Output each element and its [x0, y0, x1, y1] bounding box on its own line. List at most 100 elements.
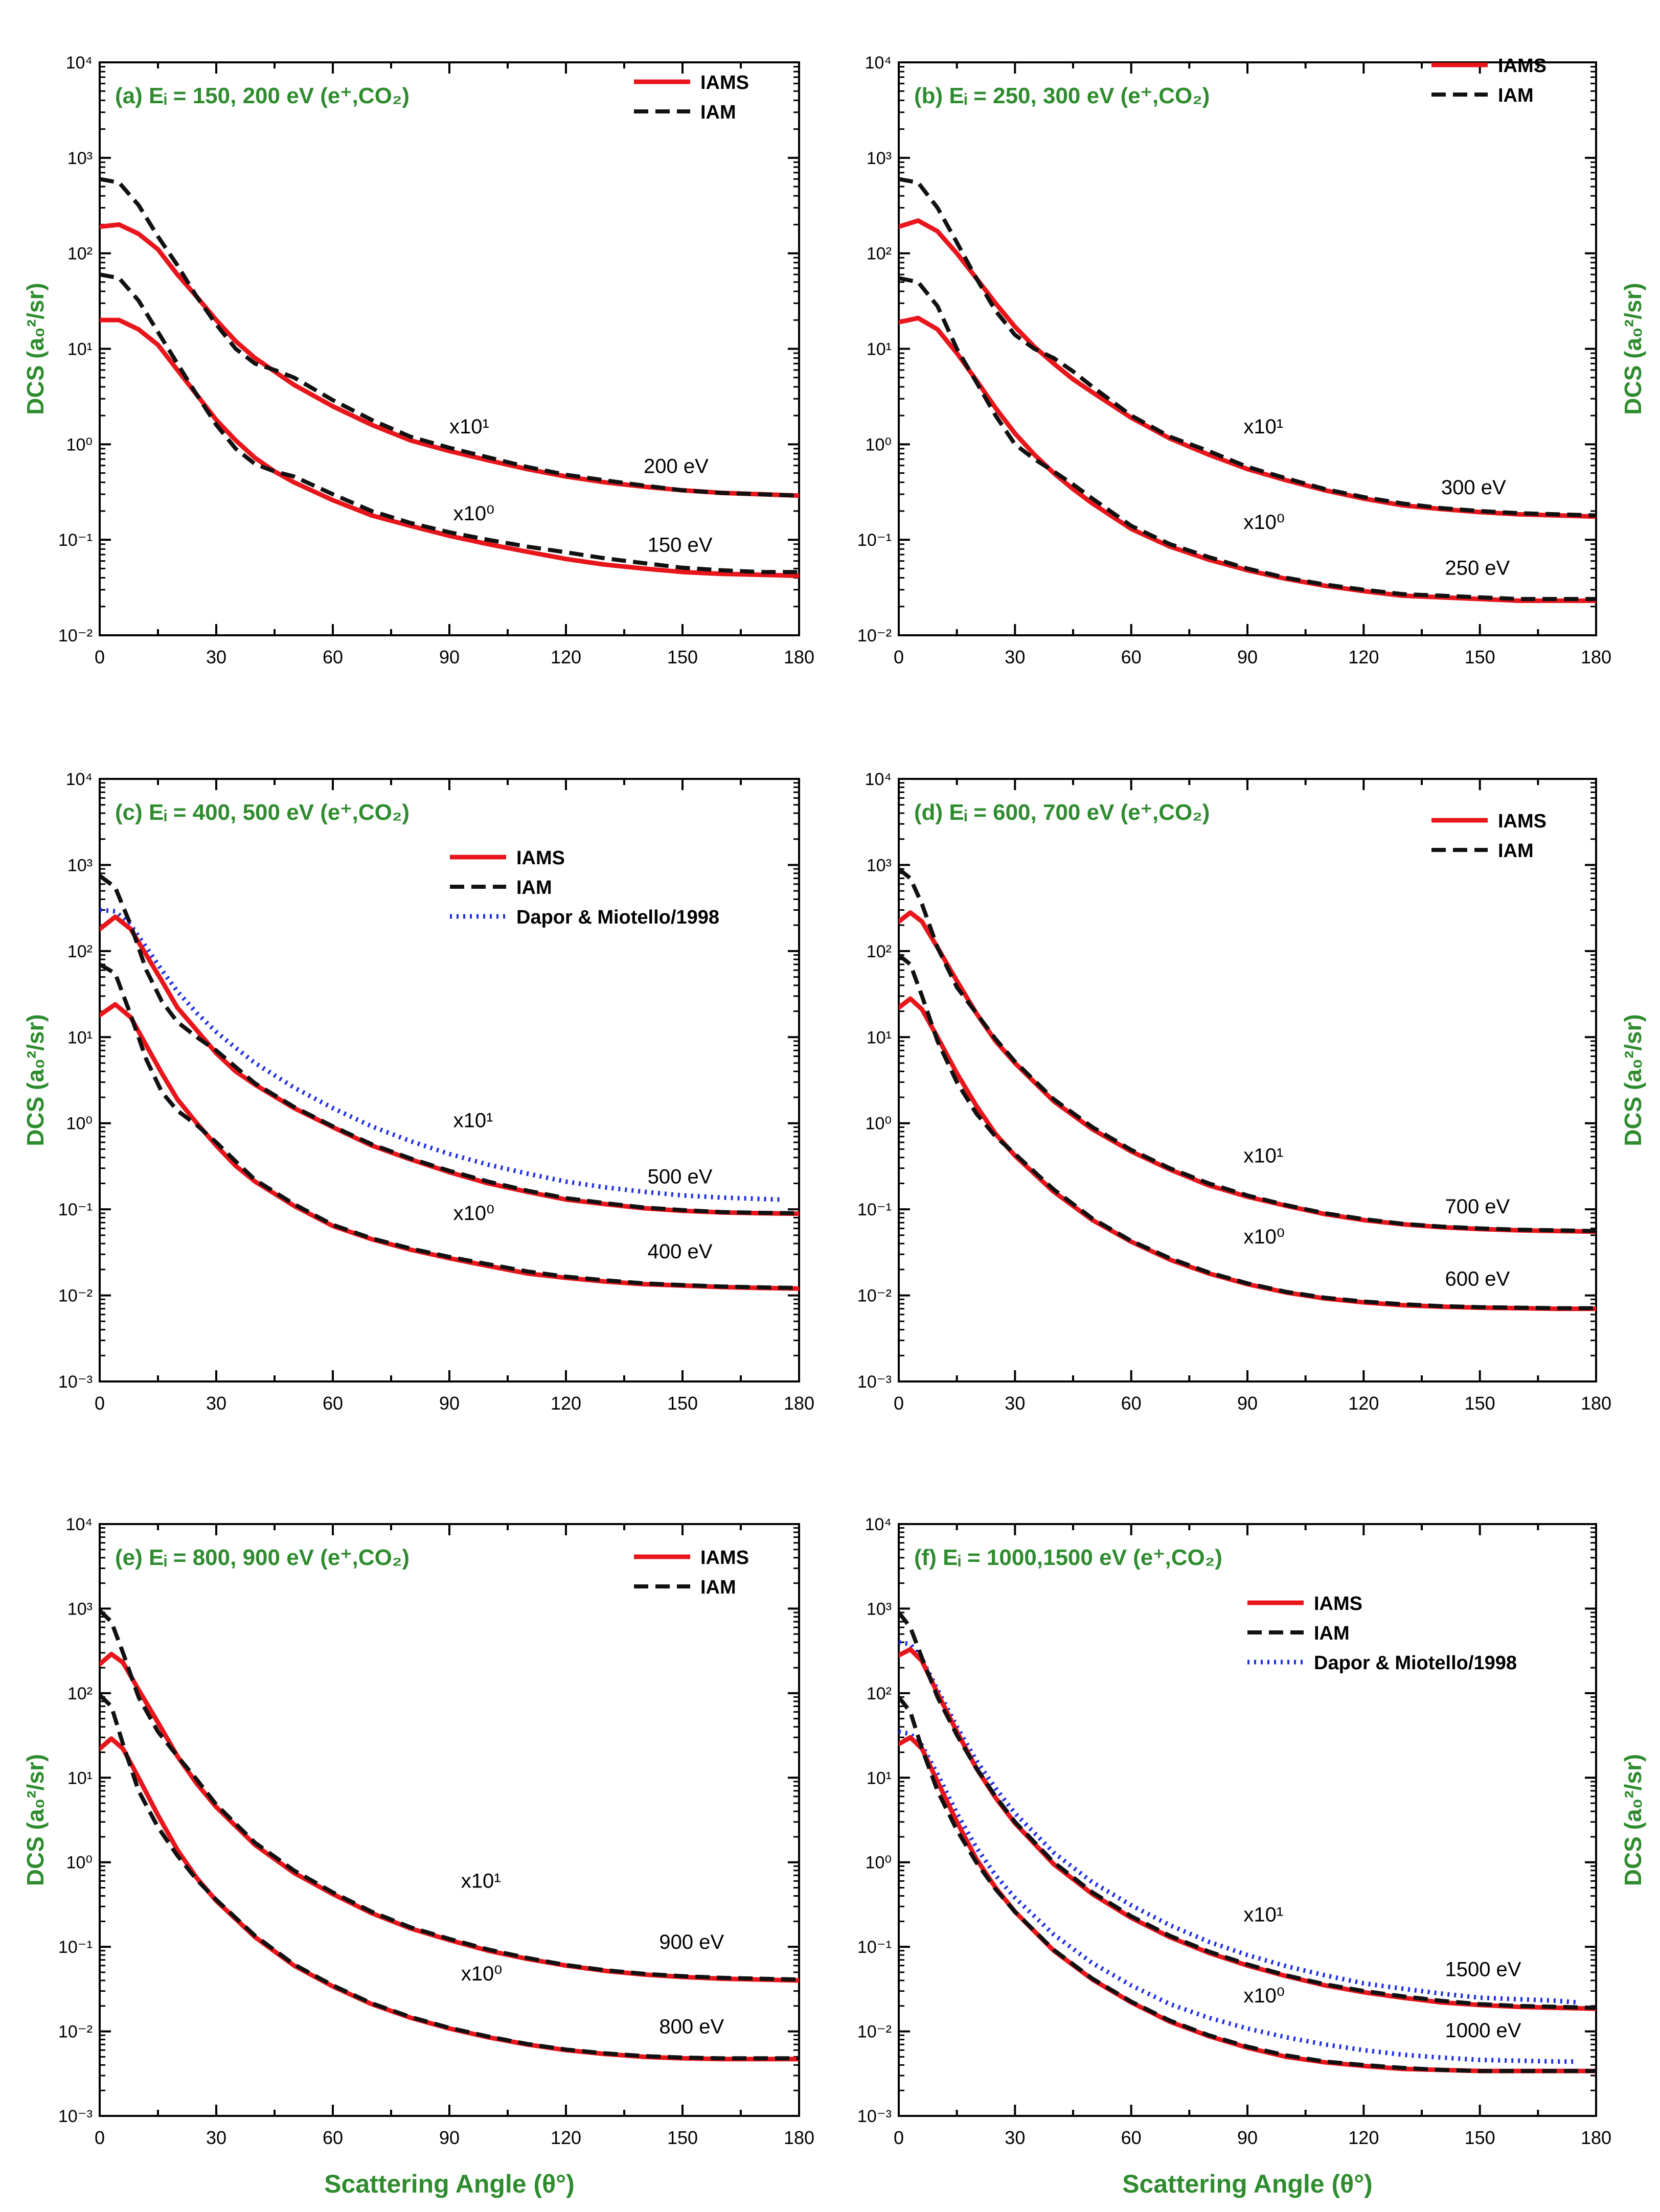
y-tick-label: 10⁻³ [857, 2107, 892, 2126]
panel-title: (d) Eᵢ = 600, 700 eV (e⁺,CO₂) [914, 800, 1210, 825]
y-tick-label: 10¹ [867, 1768, 892, 1788]
x-tick-label: 120 [551, 2127, 581, 2148]
y-tick-label: 10⁰ [66, 1114, 93, 1134]
panel-a: 0 30 60 90 120 150 180 10⁻² 10⁻¹ 10⁰ 10¹ 10² 10³ 10⁴ x… [22, 53, 814, 667]
x-tick-label: 90 [1237, 647, 1258, 667]
series-line-iam [899, 867, 1596, 1233]
series-line-iam [100, 177, 799, 498]
y-axis-label: DCS (a₀²/sr) [22, 1754, 49, 1886]
legend-label: IAMS [1498, 55, 1547, 77]
y-tick-label: 10⁻³ [58, 1372, 93, 1392]
panel-title: (f) Eᵢ = 1000,1500 eV (e⁺,CO₂) [914, 1545, 1222, 1570]
y-axis-label: DCS (a₀²/sr) [1620, 283, 1646, 414]
y-tick-label: 10² [867, 942, 892, 961]
curve-annotation: x10⁰ [453, 502, 495, 525]
y-tick-label: 10⁻² [58, 626, 93, 646]
series-line-iam [100, 874, 799, 1215]
y-tick-label: 10⁴ [865, 53, 892, 73]
panel-title: (e) Eᵢ = 800, 900 eV (e⁺,CO₂) [115, 1545, 410, 1570]
y-tick-label: 10⁻³ [58, 2107, 93, 2126]
y-tick-label: 10² [67, 244, 93, 264]
y-tick-label: 10⁻¹ [58, 1200, 93, 1219]
series-line-iams [100, 317, 799, 579]
y-tick-label: 10² [867, 244, 892, 264]
curve-annotation: 200 eV [644, 455, 709, 478]
curve-annotation: 900 eV [659, 1931, 724, 1953]
legend-label: Dapor & Miotello/1998 [1314, 1652, 1517, 1674]
series-line-iams [899, 218, 1596, 519]
y-tick-label: 10¹ [67, 1768, 93, 1788]
x-tick-label: 150 [667, 1393, 698, 1414]
x-tick-label: 90 [439, 647, 460, 667]
panel-title: (a) Eᵢ = 150, 200 eV (e⁺,CO₂) [115, 83, 410, 108]
y-tick-label: 10¹ [67, 340, 93, 359]
x-tick-label: 0 [95, 1393, 105, 1414]
y-tick-label: 10⁻² [58, 1286, 93, 1306]
curve-annotation: 300 eV [1441, 476, 1506, 499]
series-line-iams [100, 1736, 799, 2062]
y-tick-label: 10³ [867, 149, 892, 168]
curve-annotation: x10¹ [461, 1870, 501, 1893]
curve-annotation: 1000 eV [1445, 2019, 1521, 2042]
y-tick-label: 10⁻¹ [857, 1200, 892, 1219]
curve-annotation: x10¹ [1243, 1145, 1283, 1167]
y-tick-label: 10² [67, 1684, 93, 1703]
y-tick-label: 10⁴ [66, 53, 93, 73]
x-tick-label: 90 [1237, 2127, 1258, 2148]
y-tick-label: 10⁻² [857, 2022, 892, 2042]
y-tick-label: 10⁻³ [857, 1372, 892, 1392]
series-line-iam [899, 276, 1596, 601]
x-tick-label: 60 [323, 647, 343, 667]
panel-title: (b) Eᵢ = 250, 300 eV (e⁺,CO₂) [914, 83, 1210, 108]
x-axis-label: Scattering Angle (θ°) [324, 2170, 575, 2198]
curve-annotation: x10⁰ [461, 1963, 503, 1985]
y-tick-label: 10⁰ [66, 435, 93, 454]
y-tick-label: 10⁰ [866, 1114, 892, 1134]
x-tick-label: 120 [551, 647, 581, 667]
y-axis-label: DCS (a₀²/sr) [22, 283, 49, 414]
legend-label: IAM [1498, 840, 1534, 862]
y-tick-label: 10¹ [867, 1028, 892, 1047]
legend-label: IAM [700, 102, 736, 123]
y-tick-label: 10³ [67, 149, 93, 168]
x-tick-label: 0 [894, 2127, 904, 2148]
series-line-iams [100, 222, 799, 498]
x-tick-label: 0 [894, 1393, 904, 1414]
curve-annotation: x10⁰ [1243, 1226, 1285, 1248]
x-tick-label: 30 [206, 2127, 226, 2148]
curve-annotation: 1500 eV [1445, 1958, 1521, 1981]
y-tick-label: 10⁰ [866, 435, 892, 454]
legend-label: IAMS [700, 1547, 749, 1569]
series-line-iam [100, 1609, 799, 1982]
curve-annotation: 150 eV [648, 534, 713, 557]
series-line-iam [100, 962, 799, 1290]
series-line-iam [100, 1693, 799, 2061]
panel-title: (c) Eᵢ = 400, 500 eV (e⁺,CO₂) [115, 800, 410, 825]
series-line-iam [100, 272, 799, 574]
y-axis-label: DCS (a₀²/sr) [1620, 1754, 1646, 1886]
curve-annotation: x10¹ [1243, 1903, 1283, 1926]
x-tick-label: 60 [323, 2127, 343, 2148]
x-tick-label: 90 [439, 2127, 460, 2148]
x-axis-label: Scattering Angle (θ°) [1122, 2170, 1373, 2198]
x-tick-label: 180 [784, 647, 814, 667]
y-tick-label: 10⁰ [66, 1853, 93, 1873]
curve-annotation: x10¹ [449, 416, 489, 438]
x-tick-label: 120 [1348, 1393, 1379, 1414]
series-line-iams [899, 910, 1596, 1234]
panel-d: 0 30 60 90 120 150 180 10⁻³ 10⁻² 10⁻¹ 10⁰ 10¹ 10² 10³… [857, 770, 1646, 1414]
y-tick-label: 10⁻¹ [58, 1938, 93, 1957]
x-tick-label: 180 [1581, 2127, 1611, 2148]
x-tick-label: 150 [1465, 1393, 1495, 1414]
y-axis-label: DCS (a₀²/sr) [1620, 1014, 1646, 1146]
legend-label: IAMS [700, 72, 749, 94]
x-tick-label: 120 [1348, 2127, 1379, 2148]
curve-annotation: 500 eV [648, 1165, 713, 1188]
x-tick-label: 180 [784, 2127, 814, 2148]
y-tick-label: 10³ [867, 1599, 892, 1619]
y-tick-label: 10⁻² [857, 626, 892, 646]
x-tick-label: 60 [1121, 1393, 1142, 1414]
x-tick-label: 150 [1465, 2127, 1495, 2148]
x-tick-label: 60 [1121, 647, 1142, 667]
